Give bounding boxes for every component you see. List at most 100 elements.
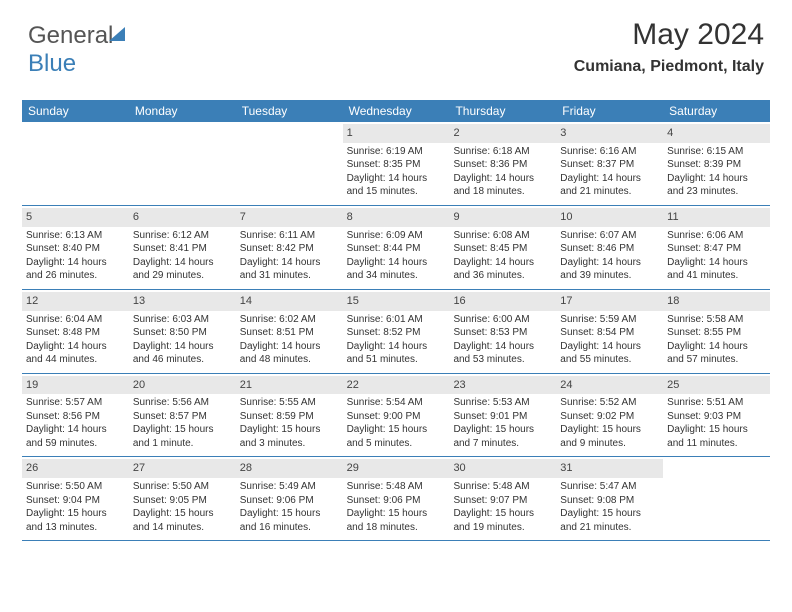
sunrise-text: Sunrise: 5:49 AM [240,480,339,494]
sunset-text: Sunset: 8:59 PM [240,410,339,424]
sunrise-text: Sunrise: 6:12 AM [133,229,232,243]
sunrise-text: Sunrise: 5:51 AM [667,396,766,410]
daylight-text: Daylight: 14 hours and 41 minutes. [667,256,766,283]
day-cell: 21Sunrise: 5:55 AMSunset: 8:59 PMDayligh… [236,374,343,457]
empty-cell [236,122,343,205]
daylight-text: Daylight: 14 hours and 36 minutes. [453,256,552,283]
day-cell: 4 Sunrise: 6:15 AMSunset: 8:39 PMDaylight… [663,122,770,205]
day-number: 18 [663,292,770,311]
week-row: 26Sunrise: 5:50 AMSunset: 9:04 PMDayligh… [22,457,770,541]
sunset-text: Sunset: 9:00 PM [347,410,446,424]
day-cell: 16Sunrise: 6:00 AMSunset: 8:53 PMDayligh… [449,290,556,373]
day-cell: 8Sunrise: 6:09 AMSunset: 8:44 PMDaylight… [343,206,450,289]
day-cell: 7Sunrise: 6:11 AMSunset: 8:42 PMDaylight… [236,206,343,289]
sunset-text: Sunset: 8:55 PM [667,326,766,340]
empty-cell [22,122,129,205]
day-number: 2 [449,124,556,143]
location-label: Cumiana, Piedmont, Italy [574,58,764,76]
day-number: 7 [236,208,343,227]
sunset-text: Sunset: 9:05 PM [133,494,232,508]
daylight-text: Daylight: 14 hours and 29 minutes. [133,256,232,283]
sunrise-text: Sunrise: 6:15 AM [667,145,766,159]
day-cell: 13Sunrise: 6:03 AMSunset: 8:50 PMDayligh… [129,290,236,373]
sunset-text: Sunset: 9:01 PM [453,410,552,424]
day-cell: 3Sunrise: 6:16 AMSunset: 8:37 PMDaylight… [556,122,663,205]
weekday-header-row: SundayMondayTuesdayWednesdayThursdayFrid… [22,100,770,122]
day-cell: 29Sunrise: 5:48 AMSunset: 9:06 PMDayligh… [343,457,450,540]
weekday-header: Saturday [663,100,770,122]
calendar: SundayMondayTuesdayWednesdayThursdayFrid… [22,100,770,541]
sunset-text: Sunset: 8:46 PM [560,242,659,256]
daylight-text: Daylight: 14 hours and 23 minutes. [667,172,766,199]
sunrise-text: Sunrise: 5:50 AM [26,480,125,494]
sunset-text: Sunset: 8:52 PM [347,326,446,340]
day-number: 19 [22,376,129,395]
day-cell: 19Sunrise: 5:57 AMSunset: 8:56 PMDayligh… [22,374,129,457]
week-row: 12Sunrise: 6:04 AMSunset: 8:48 PMDayligh… [22,290,770,374]
sunset-text: Sunset: 8:42 PM [240,242,339,256]
daylight-text: Daylight: 14 hours and 53 minutes. [453,340,552,367]
day-cell: 23Sunrise: 5:53 AMSunset: 9:01 PMDayligh… [449,374,556,457]
day-cell: 26Sunrise: 5:50 AMSunset: 9:04 PMDayligh… [22,457,129,540]
day-cell: 11Sunrise: 6:06 AMSunset: 8:47 PMDayligh… [663,206,770,289]
weekday-header: Tuesday [236,100,343,122]
day-cell: 25Sunrise: 5:51 AMSunset: 9:03 PMDayligh… [663,374,770,457]
sunset-text: Sunset: 9:06 PM [240,494,339,508]
daylight-text: Daylight: 14 hours and 51 minutes. [347,340,446,367]
sunrise-text: Sunrise: 5:57 AM [26,396,125,410]
sunrise-text: Sunrise: 5:52 AM [560,396,659,410]
daylight-text: Daylight: 14 hours and 39 minutes. [560,256,659,283]
day-cell: 22Sunrise: 5:54 AMSunset: 9:00 PMDayligh… [343,374,450,457]
sunset-text: Sunset: 8:36 PM [453,158,552,172]
sunset-text: Sunset: 8:45 PM [453,242,552,256]
day-number: 23 [449,376,556,395]
logo-text-gray: General [28,22,113,49]
daylight-text: Daylight: 15 hours and 16 minutes. [240,507,339,534]
daylight-text: Daylight: 15 hours and 18 minutes. [347,507,446,534]
sunrise-text: Sunrise: 6:02 AM [240,313,339,327]
sunset-text: Sunset: 8:39 PM [667,158,766,172]
sunrise-text: Sunrise: 6:19 AM [347,145,446,159]
daylight-text: Daylight: 15 hours and 21 minutes. [560,507,659,534]
sunset-text: Sunset: 8:56 PM [26,410,125,424]
day-number: 30 [449,459,556,478]
weeks-container: 1 Sunrise: 6:19 AMSunset: 8:35 PM Daylight… [22,122,770,541]
daylight-text: Daylight: 15 hours and 19 minutes. [453,507,552,534]
day-cell: 10Sunrise: 6:07 AMSunset: 8:46 PMDayligh… [556,206,663,289]
sunrise-text: Sunrise: 5:48 AM [453,480,552,494]
weekday-header: Wednesday [343,100,450,122]
sunrise-text: Sunrise: 6:03 AM [133,313,232,327]
daylight-text: Daylight: 15 hours and 11 minutes. [667,423,766,450]
day-cell: 9Sunrise: 6:08 AMSunset: 8:45 PMDaylight… [449,206,556,289]
sunset-text: Sunset: 8:51 PM [240,326,339,340]
day-number: 3 [556,124,663,143]
day-cell: 12Sunrise: 6:04 AMSunset: 8:48 PMDayligh… [22,290,129,373]
sunrise-text: Sunrise: 6:01 AM [347,313,446,327]
day-number: 25 [663,376,770,395]
sunrise-text: Sunrise: 5:50 AM [133,480,232,494]
sunset-text: Sunset: 9:03 PM [667,410,766,424]
sunset-text: Sunset: 8:41 PM [133,242,232,256]
day-number: 1 [343,124,450,143]
day-number: 31 [556,459,663,478]
day-number: 24 [556,376,663,395]
week-row: 1 Sunrise: 6:19 AMSunset: 8:35 PM Daylight… [22,122,770,206]
sunrise-text: Sunrise: 5:54 AM [347,396,446,410]
daylight-text: Daylight: 14 hours and 44 minutes. [26,340,125,367]
day-number: 26 [22,459,129,478]
sunrise-text: Sunrise: 6:04 AM [26,313,125,327]
day-number: 6 [129,208,236,227]
day-number: 27 [129,459,236,478]
daylight-text: Daylight: 14 hours and 21 minutes. [560,172,659,199]
weekday-header: Thursday [449,100,556,122]
sunset-text: Sunset: 8:50 PM [133,326,232,340]
day-number: 22 [343,376,450,395]
day-number: 5 [22,208,129,227]
day-number: 29 [343,459,450,478]
day-number: 14 [236,292,343,311]
daylight-text: Daylight: 14 hours and 57 minutes. [667,340,766,367]
day-number: 4 [663,124,770,143]
sunset-text: Sunset: 8:35 PM [347,158,446,172]
week-row: 19Sunrise: 5:57 AMSunset: 8:56 PM Dayligh… [22,374,770,458]
weekday-header: Monday [129,100,236,122]
